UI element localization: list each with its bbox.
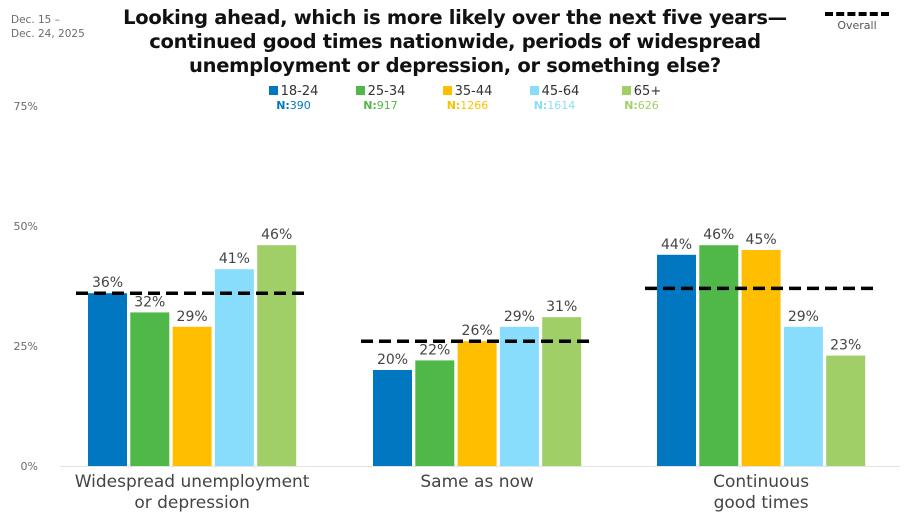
legend-label: 45-64 bbox=[541, 84, 580, 99]
category-label: good times bbox=[714, 493, 809, 513]
legend-swatch bbox=[355, 86, 365, 95]
legend-swatch bbox=[621, 86, 631, 95]
date-range-start: Dec. 15 – bbox=[11, 14, 60, 26]
bar-18-24-2 bbox=[657, 254, 696, 466]
data-label: 31% bbox=[546, 299, 577, 315]
date-range-end: Dec. 24, 2025 bbox=[11, 28, 85, 40]
legend-sample-size: N:626 bbox=[624, 99, 659, 112]
legend-sample-size: N:390 bbox=[276, 99, 311, 112]
data-label: 20% bbox=[377, 352, 408, 368]
data-label: 46% bbox=[703, 227, 734, 243]
legend-label: 18-24 bbox=[280, 84, 319, 99]
data-label: 22% bbox=[419, 342, 450, 358]
legend-label: 35-44 bbox=[454, 84, 493, 99]
bar-45-64-0 bbox=[214, 269, 254, 466]
bar-45-64-1 bbox=[499, 326, 539, 466]
category-label: or depression bbox=[134, 493, 250, 513]
data-label: 26% bbox=[462, 323, 493, 339]
data-label: 44% bbox=[661, 237, 692, 253]
data-label: 45% bbox=[746, 232, 777, 248]
y-tick-label: 50% bbox=[14, 220, 38, 233]
overall-legend-label: Overall bbox=[837, 19, 877, 32]
y-tick-label: 75% bbox=[14, 100, 38, 113]
legend-sample-size: N:1614 bbox=[533, 99, 576, 112]
legend-item-18-24: 18-24 N:390 bbox=[250, 84, 337, 112]
data-label: 29% bbox=[504, 309, 535, 325]
bar-18-24-0 bbox=[88, 293, 127, 466]
legend-item-45-64: 45-64 N:1614 bbox=[511, 84, 598, 112]
data-label: 36% bbox=[92, 275, 123, 291]
legend-item-35-44: 35-44 N:1266 bbox=[424, 84, 511, 112]
overall-dash-swatch bbox=[825, 12, 889, 16]
bar-35-44-0 bbox=[172, 326, 212, 466]
legend-swatch bbox=[529, 86, 539, 95]
legend-swatch bbox=[268, 86, 278, 95]
bar-65plus-0 bbox=[257, 245, 297, 466]
chart-title-line: Looking ahead, which is more likely over… bbox=[123, 6, 787, 29]
bar-35-44-2 bbox=[741, 250, 781, 466]
y-tick-label: 0% bbox=[21, 460, 38, 473]
bar-35-44-1 bbox=[457, 341, 497, 466]
data-label: 41% bbox=[219, 251, 250, 267]
legend-sample-size: N:1266 bbox=[446, 99, 489, 112]
data-label: 46% bbox=[261, 227, 292, 243]
bar-45-64-2 bbox=[783, 326, 823, 466]
bar-25-34-1 bbox=[415, 360, 455, 466]
legend-label: 25-34 bbox=[367, 84, 406, 99]
data-label: 29% bbox=[177, 309, 208, 325]
legend-item-65plus: 65+ N:626 bbox=[598, 84, 685, 112]
overall-legend: Overall bbox=[812, 8, 902, 32]
chart-title-line: unemployment or depression, or something… bbox=[189, 54, 721, 77]
category-label: Continuous bbox=[713, 472, 809, 492]
data-label: 23% bbox=[830, 338, 861, 354]
date-range: Dec. 15 – Dec. 24, 2025 bbox=[11, 13, 101, 41]
data-label: 32% bbox=[134, 294, 165, 310]
bar-65plus-2 bbox=[826, 355, 866, 466]
chart-title: Looking ahead, which is more likely over… bbox=[105, 6, 805, 78]
chart-title-line: continued good times nationwide, periods… bbox=[149, 30, 761, 53]
bar-18-24-1 bbox=[373, 370, 412, 466]
data-label: 29% bbox=[788, 309, 819, 325]
category-label: Widespread unemployment bbox=[75, 472, 310, 492]
bar-25-34-0 bbox=[130, 312, 170, 466]
legend-label: 65+ bbox=[633, 84, 662, 99]
legend-swatch bbox=[442, 86, 452, 95]
y-tick-label: 25% bbox=[14, 340, 38, 353]
category-label: Same as now bbox=[420, 472, 533, 492]
bar-25-34-2 bbox=[699, 245, 739, 466]
legend-sample-size: N:917 bbox=[363, 99, 398, 112]
legend: 18-24 N:390 25-34 N:917 35-44 N:1266 45-64 N:16… bbox=[250, 84, 685, 112]
legend-item-25-34: 25-34 N:917 bbox=[337, 84, 424, 112]
